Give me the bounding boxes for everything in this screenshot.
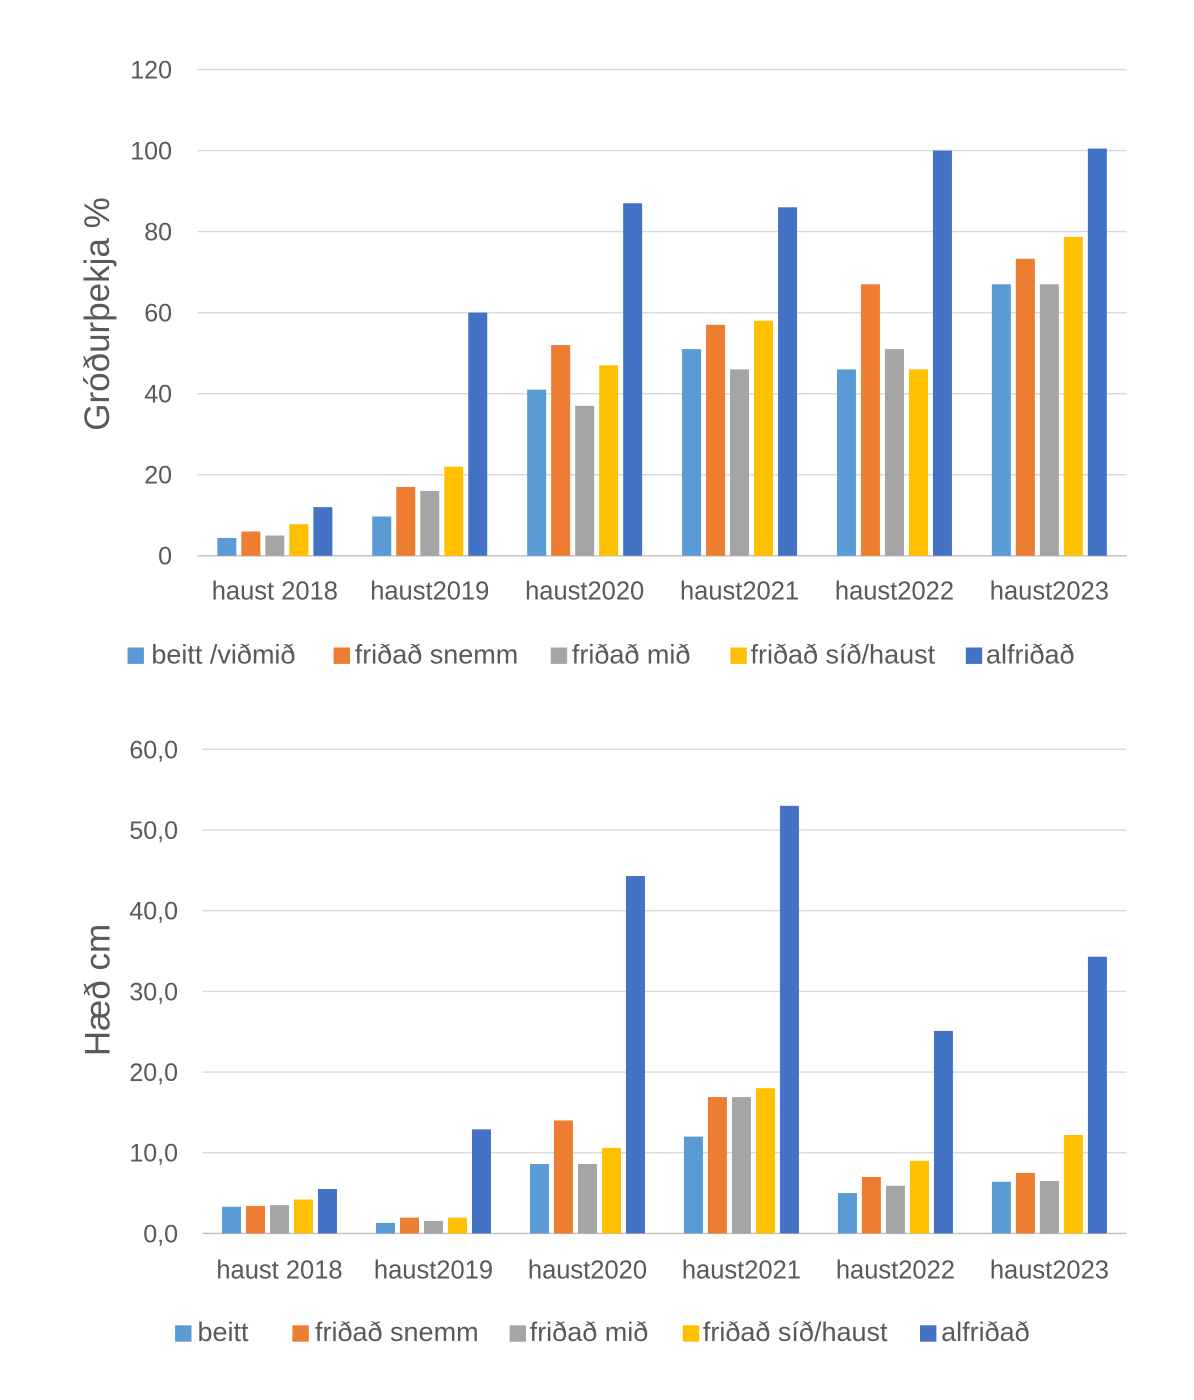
- svg-text:friðað snemm: friðað snemm: [355, 639, 519, 669]
- svg-text:beitt: beitt: [198, 1317, 250, 1347]
- svg-text:friðað mið: friðað mið: [530, 1317, 649, 1347]
- svg-text:80: 80: [144, 219, 172, 247]
- svg-text:50,0: 50,0: [129, 817, 178, 845]
- svg-text:30,0: 30,0: [129, 978, 178, 1006]
- svg-text:beitt /viðmið: beitt /viðmið: [151, 639, 295, 669]
- svg-text:haust2020: haust2020: [525, 578, 644, 606]
- svg-text:haust2021: haust2021: [680, 578, 799, 606]
- svg-text:40: 40: [144, 381, 172, 409]
- svg-text:alfriðað: alfriðað: [941, 1317, 1030, 1347]
- svg-text:friðað síð/haust: friðað síð/haust: [703, 1317, 888, 1347]
- svg-text:0: 0: [158, 543, 172, 571]
- svg-text:friðað snemm: friðað snemm: [315, 1317, 479, 1347]
- svg-text:haust2022: haust2022: [836, 1256, 955, 1284]
- svg-text:40,0: 40,0: [129, 898, 178, 926]
- svg-text:0,0: 0,0: [143, 1220, 178, 1248]
- svg-text:haust2023: haust2023: [990, 1256, 1109, 1284]
- svg-text:Hæð cm: Hæð cm: [79, 924, 118, 1056]
- svg-text:120: 120: [130, 56, 172, 84]
- svg-text:haust2019: haust2019: [370, 578, 489, 606]
- svg-text:10,0: 10,0: [129, 1140, 178, 1168]
- svg-text:haust2021: haust2021: [682, 1256, 801, 1284]
- svg-text:friðað síð/haust: friðað síð/haust: [751, 639, 936, 669]
- svg-text:100: 100: [130, 137, 172, 165]
- svg-text:Gróðurþekja %: Gróðurþekja %: [78, 197, 117, 430]
- svg-text:haust2023: haust2023: [990, 578, 1109, 606]
- svg-text:alfriðað: alfriðað: [986, 639, 1075, 669]
- svg-text:haust2019: haust2019: [374, 1256, 493, 1284]
- svg-text:20,0: 20,0: [129, 1059, 178, 1087]
- svg-text:20: 20: [144, 462, 172, 490]
- svg-text:60: 60: [144, 300, 172, 328]
- svg-text:haust 2018: haust 2018: [216, 1256, 342, 1284]
- svg-text:60,0: 60,0: [129, 736, 178, 764]
- svg-text:haust2020: haust2020: [528, 1256, 647, 1284]
- svg-text:haust2022: haust2022: [835, 578, 954, 606]
- svg-text:haust 2018: haust 2018: [212, 578, 338, 606]
- svg-text:friðað mið: friðað mið: [572, 639, 691, 669]
